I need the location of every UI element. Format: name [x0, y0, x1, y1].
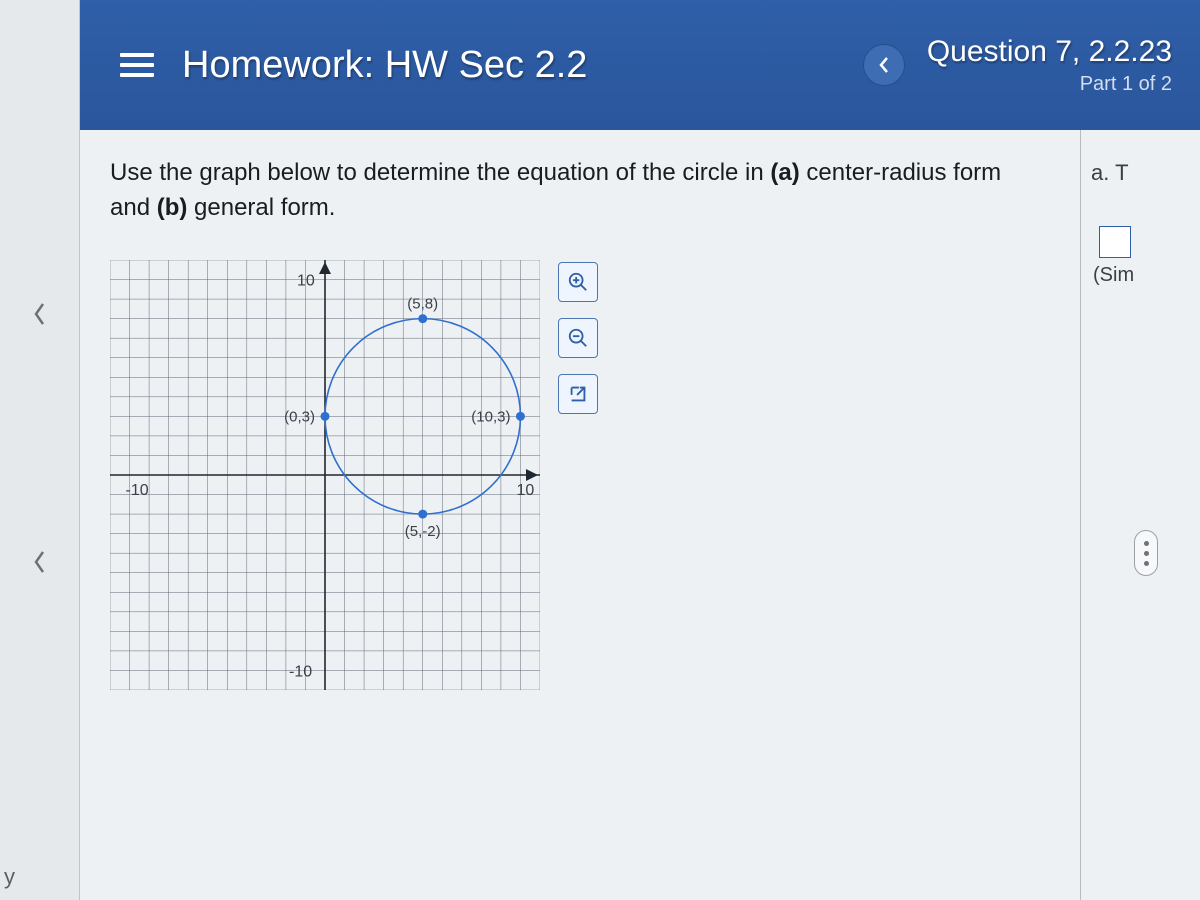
svg-text:(0,3): (0,3): [284, 408, 315, 425]
open-external-button[interactable]: [558, 374, 598, 414]
question-part: Part 1 of 2: [927, 69, 1172, 96]
graph-tools: [558, 260, 598, 414]
svg-text:-10: -10: [126, 482, 149, 499]
svg-text:-10: -10: [289, 663, 312, 680]
zoom-out-button[interactable]: [558, 318, 598, 358]
svg-text:(10,3): (10,3): [471, 408, 510, 425]
question-bold-a: (a): [770, 159, 799, 186]
rail-bottom-label: y: [0, 864, 80, 890]
question-bold-b: (b): [157, 194, 188, 221]
question-content: Use the graph below to determine the equ…: [80, 130, 1200, 900]
answer-panel: a. T (Sim: [1080, 130, 1200, 900]
svg-text:(5,8): (5,8): [407, 295, 438, 312]
rail-chevron-up-2[interactable]: [26, 548, 54, 576]
question-prompt: Use the graph below to determine the equ…: [110, 156, 1040, 226]
question-id-block: Question 7, 2.2.23 Part 1 of 2: [927, 35, 1172, 96]
assignment-header: Homework: HW Sec 2.2 Question 7, 2.2.23 …: [80, 0, 1200, 130]
svg-text:(5,-2): (5,-2): [405, 523, 441, 540]
rail-chevron-up-1[interactable]: [26, 300, 54, 328]
menu-icon[interactable]: [120, 53, 154, 77]
question-text-suffix: general form.: [187, 194, 335, 221]
answer-input-a[interactable]: [1099, 226, 1131, 258]
svg-text:10: 10: [297, 272, 315, 289]
zoom-in-button[interactable]: [558, 262, 598, 302]
prev-question-button[interactable]: [863, 44, 905, 86]
homework-title: Homework: HW Sec 2.2: [182, 44, 863, 87]
answer-part-a-label: a. T: [1091, 160, 1190, 186]
svg-text:10: 10: [516, 482, 534, 499]
graph-container: -10 10 10 -10 (5,8) (0,3) (10,3) (5,-2): [110, 260, 540, 690]
question-number: Question 7, 2.2.23: [927, 35, 1172, 69]
answer-hint: (Sim: [1093, 264, 1190, 287]
circle-graph: -10 10 10 -10 (5,8) (0,3) (10,3) (5,-2): [110, 260, 540, 690]
left-nav-rail: y: [0, 0, 80, 900]
more-options-button[interactable]: [1134, 530, 1158, 576]
question-text-prefix: Use the graph below to determine the equ…: [110, 159, 770, 186]
